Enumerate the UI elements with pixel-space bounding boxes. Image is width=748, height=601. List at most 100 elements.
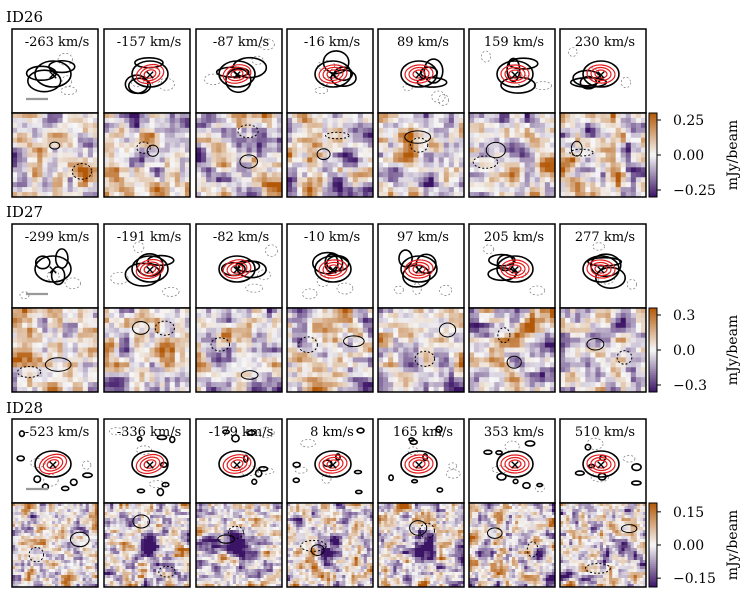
negative-contour — [265, 244, 278, 257]
model-contour — [590, 261, 612, 277]
residual-map — [560, 308, 647, 393]
residual-contour — [325, 131, 350, 140]
channel-panel: × 277 km/s — [559, 223, 647, 393]
model-contour — [139, 261, 161, 277]
emission-contour — [231, 434, 240, 443]
velocity-label: 89 km/s — [397, 35, 449, 50]
residual-map — [378, 308, 465, 393]
negative-contour — [60, 86, 77, 96]
emission-contour — [136, 488, 146, 494]
model-contour — [135, 258, 165, 280]
residual-map — [469, 113, 556, 198]
emission-contour — [356, 427, 365, 434]
model-contour — [322, 261, 344, 277]
emission-contour — [353, 469, 363, 475]
emission-contour — [435, 425, 443, 434]
velocity-label: -179 km/s — [209, 425, 274, 440]
emission-contour — [34, 60, 72, 88]
residual-panel-frame — [195, 502, 283, 588]
model-contour — [500, 259, 530, 279]
negative-contour — [57, 52, 73, 66]
colorbar-label: mJy/beam — [725, 120, 741, 190]
center-marker: × — [596, 68, 607, 83]
row-id26: ID26 × -263 km/s × -157 km/s × -87 km/s × -16 km… — [6, 8, 741, 199]
emission-contour — [400, 60, 438, 88]
residual-contour — [300, 539, 327, 552]
channel-panel: × -191 km/s — [103, 223, 191, 393]
negative-contour — [108, 427, 124, 436]
velocity-label: 159 km/s — [484, 35, 544, 50]
emission-contour — [235, 259, 261, 273]
channel-panel: × 353 km/s — [468, 418, 556, 588]
residual-contour — [154, 320, 175, 336]
emission-contour — [156, 487, 165, 497]
colorbar-tick-label: 0.3 — [673, 308, 695, 324]
center-marker: × — [414, 68, 425, 83]
emission-contour — [25, 65, 57, 82]
emission-contour — [60, 485, 70, 492]
model-contour — [500, 454, 530, 474]
model-contour — [504, 261, 526, 277]
negative-contour — [133, 241, 145, 253]
model-contour — [404, 64, 434, 84]
emission-contour — [512, 478, 519, 485]
velocity-label: 510 km/s — [575, 425, 635, 440]
velocity-label: 97 km/s — [397, 230, 449, 245]
residual-map — [196, 308, 283, 393]
emission-contour — [254, 468, 263, 478]
row-title: ID28 — [6, 399, 43, 417]
residual-map — [196, 503, 283, 588]
residual-map — [104, 308, 191, 393]
model-contour — [230, 264, 244, 274]
emission-contour — [246, 429, 256, 436]
negative-contour — [626, 279, 637, 290]
emission-contour — [131, 60, 169, 88]
negative-contour — [448, 462, 458, 470]
center-marker: × — [145, 68, 156, 83]
model-contour — [590, 66, 612, 82]
residual-contour — [71, 163, 93, 180]
colorbar-label: mJy/beam — [725, 315, 741, 385]
emission-contour — [218, 450, 256, 478]
emission-contour — [124, 262, 162, 287]
model-contour — [226, 456, 248, 472]
model-contour — [508, 264, 522, 274]
residual-contour — [237, 124, 259, 139]
velocity-label: -263 km/s — [25, 35, 90, 50]
residual-contour — [298, 336, 318, 354]
emission-contour — [495, 450, 503, 456]
model-contour — [590, 456, 612, 472]
residual-map — [104, 503, 191, 588]
residual-contour — [569, 148, 594, 157]
residual-contour — [210, 337, 231, 352]
channel-panel: × -299 km/s — [11, 223, 99, 393]
velocity-label: 165 km/s — [393, 425, 453, 440]
residual-panel-frame — [11, 307, 99, 393]
residual-map — [469, 308, 556, 393]
negative-contour — [437, 94, 450, 106]
residual-contour — [310, 544, 325, 556]
channel-panel: × -336 km/s — [103, 418, 191, 588]
model-contour — [594, 459, 608, 469]
model-contour — [408, 261, 430, 277]
negative-contour — [317, 60, 336, 71]
model-contour — [135, 453, 165, 475]
channel-panel: × -82 km/s — [195, 223, 283, 393]
model-contour — [143, 69, 157, 79]
colorbar-tick-label: −0.15 — [673, 571, 716, 587]
residual-contour — [485, 141, 506, 159]
row-id28: ID28 × -523 km/s × -336 km/s × -179 km/s × 8 km/… — [6, 399, 741, 588]
residual-contour — [409, 520, 428, 536]
negative-contour — [19, 291, 30, 300]
emission-contour — [354, 489, 363, 495]
residual-panel-frame — [103, 502, 191, 588]
negative-contour — [300, 439, 316, 448]
negative-contour — [61, 75, 73, 88]
model-contour — [222, 259, 252, 279]
residual-contour — [343, 335, 365, 348]
model-contour — [318, 454, 348, 474]
emission-contour — [16, 455, 26, 462]
model-contour — [500, 64, 530, 84]
model-contour — [404, 259, 434, 279]
center-marker: × — [145, 263, 156, 278]
